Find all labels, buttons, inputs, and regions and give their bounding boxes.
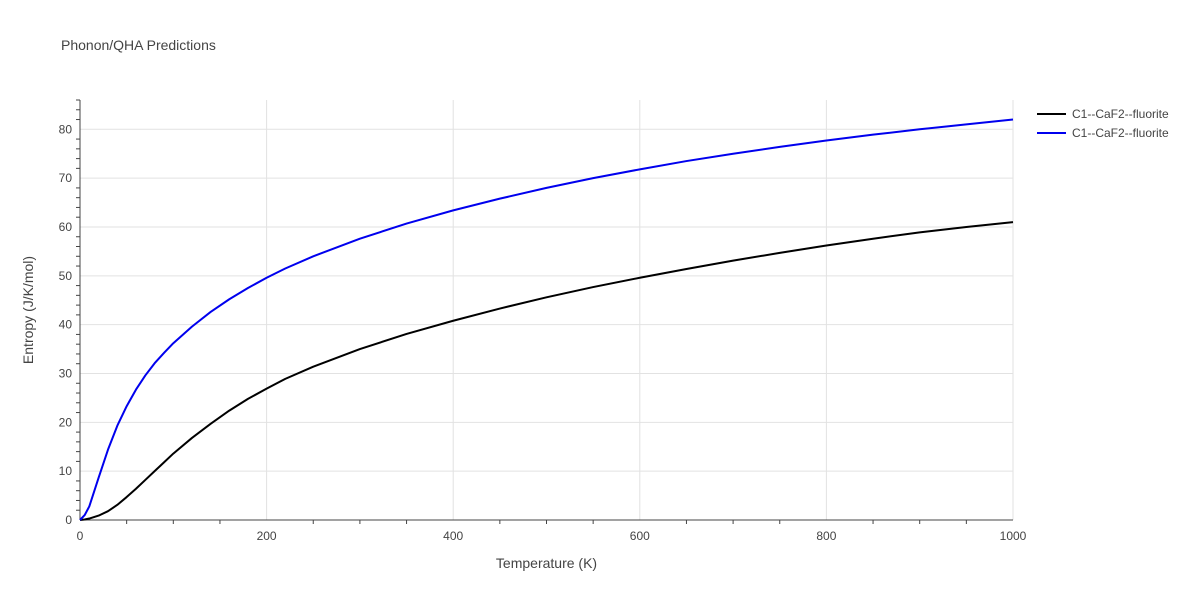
legend-item-2[interactable]: C1--CaF2--fluorite — [1037, 126, 1169, 140]
series-lines — [79, 118, 1014, 521]
plot-background — [80, 100, 1013, 520]
y-tick-label: 20 — [59, 415, 73, 429]
legend-label: C1--CaF2--fluorite — [1072, 126, 1169, 140]
y-tick-label: 10 — [59, 464, 73, 478]
chart-title: Phonon/QHA Predictions — [61, 37, 216, 53]
x-tick-label: 800 — [816, 529, 836, 543]
y-tick-label: 50 — [59, 269, 73, 283]
x-tick-label: 1000 — [1000, 529, 1027, 543]
grid — [80, 100, 1014, 520]
x-tick-label: 600 — [630, 529, 650, 543]
y-tick-label: 30 — [59, 366, 73, 380]
legend-item-1[interactable]: C1--CaF2--fluorite — [1037, 107, 1169, 121]
series-line-2 — [79, 118, 1014, 521]
y-axis-title: Entropy (J/K/mol) — [20, 256, 36, 364]
y-tick-label: 60 — [59, 220, 73, 234]
axes: 0 200 400 600 800 1000 0 10 20 30 40 50 60 70 80 — [59, 99, 1027, 543]
y-tick-label: 70 — [59, 171, 73, 185]
series-line-1 — [79, 221, 1014, 521]
x-tick-label: 400 — [443, 529, 463, 543]
y-tick-label: 80 — [59, 122, 73, 136]
x-tick-label: 0 — [77, 529, 84, 543]
x-axis-title: Temperature (K) — [496, 555, 597, 571]
legend-label: C1--CaF2--fluorite — [1072, 107, 1169, 121]
legend[interactable]: C1--CaF2--fluorite C1--CaF2--fluorite — [1037, 107, 1169, 140]
y-tick-label: 40 — [59, 318, 73, 332]
x-tick-label: 200 — [257, 529, 277, 543]
y-tick-label: 0 — [65, 513, 72, 527]
